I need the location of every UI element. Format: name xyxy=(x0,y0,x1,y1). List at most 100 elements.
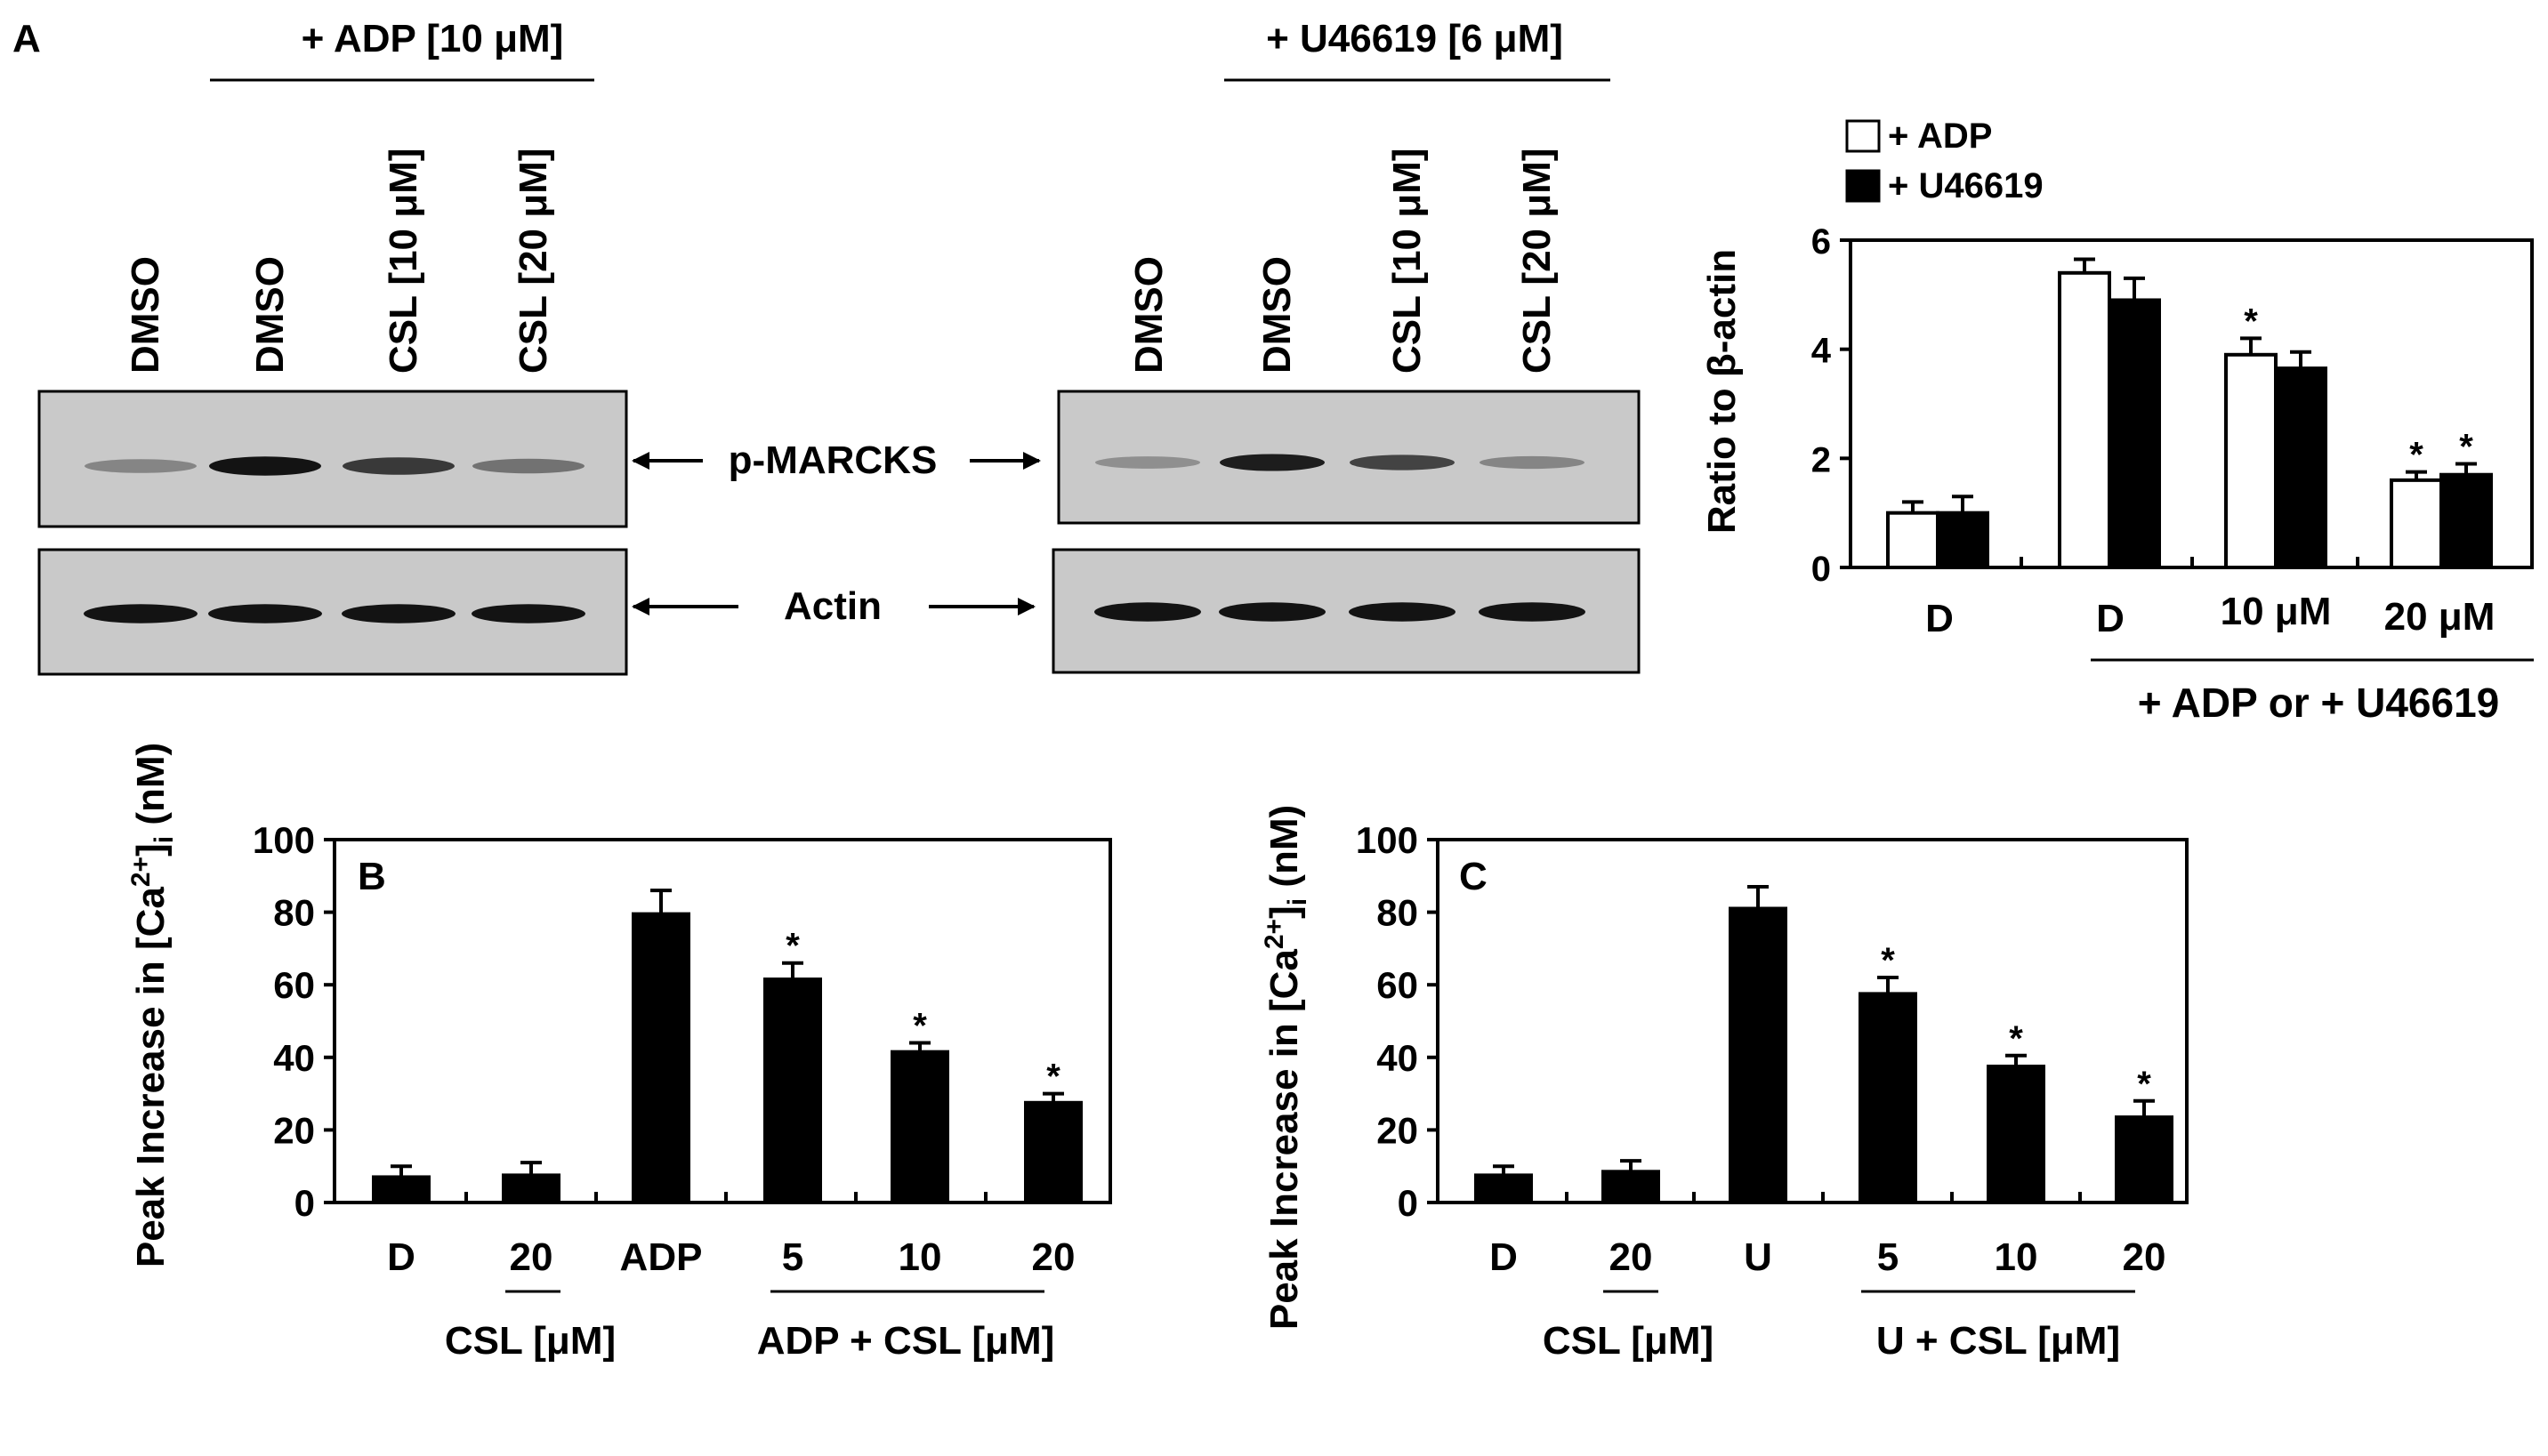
category-label: 10 xyxy=(899,1235,942,1279)
left-actin-band xyxy=(208,604,322,623)
y-tick-label: 20 xyxy=(1376,1109,1418,1151)
significance-star: * xyxy=(2244,302,2258,341)
right-lane-labels: DMSO DMSO CSL [10 μM] CSL [20 μM] xyxy=(1127,149,1559,374)
legend-swatch-u46619 xyxy=(1845,169,1881,203)
y-tick-label: 6 xyxy=(1811,222,1831,261)
y-tick-label: 4 xyxy=(1811,332,1832,371)
lane-label: DMSO xyxy=(1255,256,1299,374)
chart-b-frame xyxy=(333,838,1112,1204)
significance-star: * xyxy=(2409,436,2423,475)
legend-label-u46619: + U46619 xyxy=(1888,166,2044,205)
bar xyxy=(891,1050,949,1205)
bar xyxy=(2274,366,2327,569)
y-tick-label: 80 xyxy=(273,892,315,934)
lane-label: CSL [20 μM] xyxy=(512,149,555,374)
chart-b-group-label-2: ADP + CSL [μM] xyxy=(757,1319,1055,1363)
actin-left-arrowhead xyxy=(632,598,649,615)
left-pmarcks-band xyxy=(85,459,197,473)
y-tick-label: 20 xyxy=(273,1109,315,1151)
y-tick-label: 0 xyxy=(1811,550,1831,589)
significance-star: * xyxy=(2009,1019,2023,1058)
chart-a-group-label: + ADP or + U46619 xyxy=(2138,680,2500,726)
bar xyxy=(1936,511,1989,570)
panel-a-label: A xyxy=(12,17,41,60)
significance-star: * xyxy=(1881,941,1895,980)
right-actin-band xyxy=(1349,602,1455,622)
bar xyxy=(2115,1115,2173,1204)
chart-c-panel-label: C xyxy=(1459,855,1488,898)
category-label: D xyxy=(1925,597,1954,640)
significance-star: * xyxy=(913,1006,927,1045)
right-blot-treatment: + U46619 [6 μM] xyxy=(1266,17,1563,60)
chart-b-ylabel: Peak Increase in [Ca2+]i (nM) xyxy=(126,743,179,1267)
category-label: 20 xyxy=(510,1235,553,1279)
left-actin-band xyxy=(84,604,198,623)
category-label: D xyxy=(387,1235,415,1279)
y-tick-label: 100 xyxy=(1356,819,1418,861)
y-tick-label: 0 xyxy=(1398,1182,1418,1224)
chart-c-group-label-1: CSL [μM] xyxy=(1543,1319,1713,1363)
significance-star: * xyxy=(2459,427,2473,466)
bar xyxy=(372,1175,431,1204)
significance-star: * xyxy=(1046,1058,1060,1097)
bar xyxy=(2224,352,2278,569)
pmarcks-right-arrowhead xyxy=(1023,452,1041,470)
bar xyxy=(1601,1170,1660,1204)
y-tick-label: 40 xyxy=(273,1037,315,1079)
bar xyxy=(1886,511,1939,570)
left-actin-band xyxy=(342,604,456,623)
left-pmarcks-band xyxy=(472,458,585,474)
left-pmarcks-band xyxy=(209,456,321,476)
bar xyxy=(1729,906,1787,1205)
legend-swatch-adp xyxy=(1845,119,1881,153)
left-lane-labels: DMSO DMSO CSL [10 μM] CSL [20 μM] xyxy=(124,149,555,374)
legend-label-adp: + ADP xyxy=(1888,117,1992,156)
y-tick-label: 2 xyxy=(1811,440,1831,479)
category-label: 20 xyxy=(2123,1235,2166,1279)
significance-star: * xyxy=(786,927,800,966)
category-label: 20 xyxy=(1609,1235,1653,1279)
left-actin-band xyxy=(472,604,585,623)
right-actin-band xyxy=(1219,602,1326,622)
bar xyxy=(2439,472,2493,570)
right-actin-band xyxy=(1479,602,1585,622)
lane-label: CSL [20 μM] xyxy=(1515,149,1559,374)
left-pmarcks-band xyxy=(343,457,455,475)
pmarcks-row-label: p-MARCKS xyxy=(729,438,938,482)
right-actin-band xyxy=(1094,602,1201,622)
y-tick-label: 0 xyxy=(294,1182,315,1224)
lane-label: DMSO xyxy=(124,256,167,374)
chart-a-legend: + ADP + U46619 xyxy=(1845,117,2044,205)
y-tick-label: 40 xyxy=(1376,1037,1418,1079)
category-label: U xyxy=(1744,1235,1772,1279)
category-label: 20 μM xyxy=(2384,595,2496,639)
actin-right-arrowhead xyxy=(1018,598,1036,615)
significance-star: * xyxy=(2137,1065,2151,1104)
category-label: 10 μM xyxy=(2221,590,2332,633)
chart-c-group-label-2: U + CSL [μM] xyxy=(1876,1319,2120,1363)
y-tick-label: 80 xyxy=(1376,892,1418,934)
bar xyxy=(1474,1173,1533,1205)
lane-label: DMSO xyxy=(248,256,292,374)
chart-c-ylabel: Peak Increase in [Ca2+]i (nM) xyxy=(1260,805,1312,1330)
y-tick-label: 60 xyxy=(1376,964,1418,1006)
lane-label: CSL [10 μM] xyxy=(382,149,425,374)
category-label: D xyxy=(2096,597,2125,640)
chart-b-group-label-1: CSL [μM] xyxy=(445,1319,616,1363)
bar xyxy=(502,1173,560,1205)
chart-c: Peak Increase in [Ca2+]i (nM) C 0 20 40 60 8… xyxy=(1260,805,2189,1363)
actin-row-label: Actin xyxy=(784,584,882,628)
chart-c-frame xyxy=(1436,838,2189,1204)
right-pmarcks-band xyxy=(1095,456,1200,469)
right-pmarcks-band xyxy=(1350,454,1455,471)
category-label: 10 xyxy=(1995,1235,2038,1279)
category-label: 5 xyxy=(1877,1235,1899,1279)
lane-label: CSL [10 μM] xyxy=(1385,149,1429,374)
band-layer xyxy=(84,454,1585,623)
bar xyxy=(1024,1100,1083,1205)
right-pmarcks-band xyxy=(1480,455,1584,470)
category-label: 5 xyxy=(782,1235,803,1279)
bar xyxy=(1859,992,1917,1205)
